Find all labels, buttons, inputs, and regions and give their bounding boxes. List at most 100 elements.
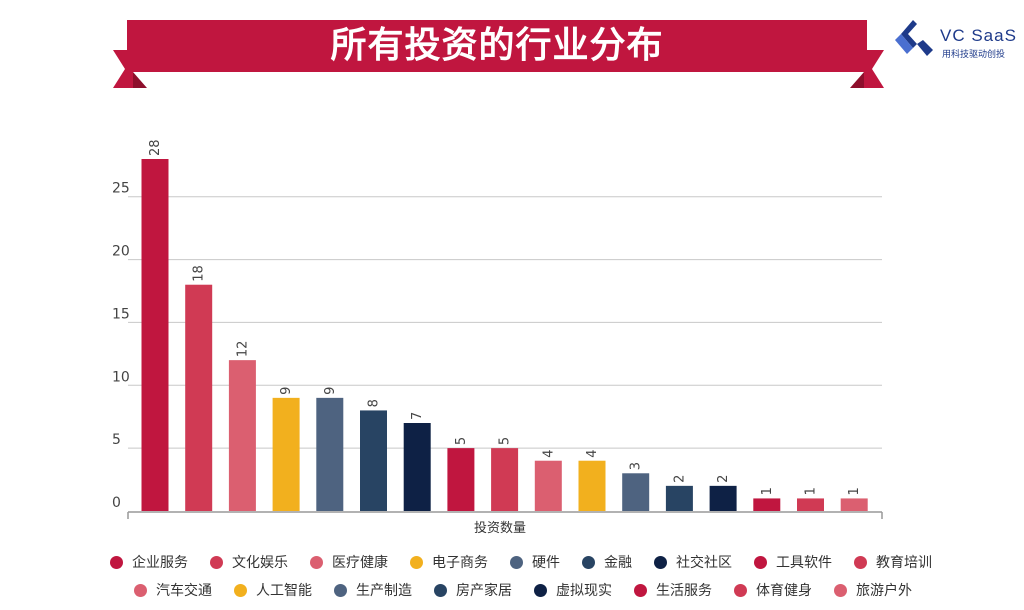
legend-item[interactable]: 教育培训 (854, 552, 932, 572)
legend-label: 工具软件 (776, 555, 832, 571)
data-label: 9 (279, 387, 294, 395)
legend-item[interactable]: 文化娱乐 (210, 552, 288, 572)
y-axis-ticks: 0 5 10 15 20 25 (112, 181, 130, 511)
legend-item[interactable]: 生活服务 (634, 580, 712, 600)
legend-label: 电子商务 (432, 555, 488, 571)
legend-label: 文化娱乐 (232, 555, 288, 571)
legend-swatch (510, 555, 523, 569)
data-labels: 28 18 12 9 9 8 7 5 5 4 4 3 2 2 1 1 1 (148, 139, 862, 495)
bar-金融 (360, 410, 387, 511)
y-tick-label: 15 (112, 306, 130, 322)
bar-企业服务 (141, 159, 169, 511)
bar-房产家居 (665, 485, 693, 511)
logo-subtitle: 用科技驱动创投 (942, 50, 1006, 60)
legend-item[interactable]: 体育健身 (734, 580, 812, 600)
legend-item[interactable]: 硬件 (510, 552, 560, 572)
bars (141, 159, 868, 511)
data-label: 2 (672, 475, 687, 483)
legend-swatch (634, 583, 647, 597)
legend-label: 硬件 (532, 555, 560, 571)
data-label: 5 (454, 437, 469, 445)
legend-swatch (210, 555, 223, 569)
legend-item[interactable]: 虚拟现实 (534, 580, 612, 600)
data-label: 8 (367, 399, 382, 407)
legend-swatch (134, 583, 147, 597)
legend-item[interactable]: 企业服务 (110, 552, 188, 572)
legend-label: 人工智能 (256, 583, 312, 599)
data-label: 12 (235, 341, 250, 358)
page-title: 所有投资的行业分布 (330, 25, 664, 66)
legend-item[interactable]: 房产家居 (434, 580, 512, 600)
y-tick-label: 0 (112, 495, 121, 511)
bar-生产制造 (622, 473, 650, 511)
legend-label: 体育健身 (756, 583, 812, 599)
vc-saas-logo: VC SaaS 用科技驱动创投 (893, 16, 1018, 64)
data-label: 7 (410, 412, 425, 420)
data-label: 18 (192, 265, 207, 282)
legend-item[interactable]: 生产制造 (334, 580, 412, 600)
bar-硬件 (316, 397, 344, 511)
y-tick-label: 5 (112, 432, 121, 448)
y-tick-label: 10 (112, 369, 130, 385)
legend-item[interactable]: 人工智能 (234, 580, 312, 600)
legend-label: 生活服务 (656, 583, 712, 599)
bar-电子商务 (272, 397, 300, 511)
banner-fold-right (850, 72, 864, 88)
legend-label: 生产制造 (356, 583, 412, 599)
data-label: 28 (148, 139, 163, 156)
legend-swatch (754, 555, 767, 569)
data-label: 1 (760, 487, 775, 495)
legend-swatch (434, 583, 447, 597)
legend: 企业服务 文化娱乐 医疗健康 电子商务 硬件 金融 社交社区 工具软件 教育培训 汽车交通 人工智… (110, 548, 932, 604)
bar-人工智能 (578, 460, 606, 511)
legend-swatch (534, 583, 547, 597)
legend-item[interactable]: 社交社区 (654, 552, 732, 572)
banner-fold-left (133, 72, 147, 88)
bar-工具软件 (447, 448, 475, 511)
bar-医疗健康 (228, 360, 256, 511)
bar-旅游户外 (840, 498, 868, 511)
data-label: 4 (585, 449, 600, 457)
legend-swatch (410, 555, 423, 569)
legend-item[interactable]: 汽车交通 (134, 580, 212, 600)
data-label: 9 (323, 387, 338, 395)
legend-label: 医疗健康 (332, 555, 388, 571)
bar-生活服务 (753, 498, 781, 511)
data-label: 3 (629, 462, 644, 470)
logo-text: VC SaaS (940, 26, 1017, 45)
legend-label: 房产家居 (456, 583, 512, 599)
legend-swatch (234, 583, 247, 597)
legend-label: 教育培训 (876, 555, 932, 571)
legend-label: 金融 (604, 555, 632, 571)
bar-体育健身 (797, 498, 824, 511)
legend-item[interactable]: 电子商务 (410, 552, 488, 572)
legend-swatch (834, 583, 847, 597)
legend-item[interactable]: 金融 (582, 552, 632, 572)
y-tick-label: 25 (112, 181, 130, 197)
legend-swatch (310, 555, 323, 569)
legend-swatch (854, 555, 867, 569)
banner-main (127, 20, 867, 72)
bar-虚拟现实 (709, 485, 737, 511)
legend-label: 汽车交通 (156, 583, 212, 599)
banner-ribbon-right (864, 50, 884, 88)
legend-row: 汽车交通 人工智能 生产制造 房产家居 虚拟现实 生活服务 体育健身 旅游户外 (110, 576, 912, 604)
legend-swatch (654, 555, 667, 569)
data-label: 1 (847, 487, 862, 495)
legend-swatch (734, 583, 747, 597)
legend-label: 旅游户外 (856, 583, 912, 599)
x-axis-label: 投资数量 (473, 521, 526, 536)
data-label: 4 (541, 449, 556, 457)
data-label: 2 (716, 475, 731, 483)
legend-label: 社交社区 (676, 555, 732, 571)
title-banner (113, 20, 884, 88)
legend-swatch (110, 555, 123, 569)
bar-文化娱乐 (185, 284, 213, 511)
legend-item[interactable]: 工具软件 (754, 552, 832, 572)
bar-教育培训 (491, 448, 519, 511)
legend-swatch (334, 583, 347, 597)
legend-item[interactable]: 医疗健康 (310, 552, 388, 572)
data-label: 1 (804, 487, 819, 495)
bar-汽车交通 (534, 460, 562, 511)
legend-item[interactable]: 旅游户外 (834, 580, 912, 600)
